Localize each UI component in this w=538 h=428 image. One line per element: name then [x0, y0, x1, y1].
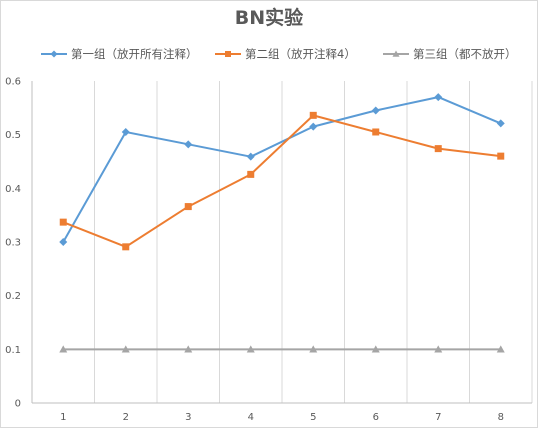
- series-line: [62, 114, 501, 248]
- legend-item-1: 第一组（放开所有注释）: [41, 47, 198, 61]
- y-tick-label: 0.6: [5, 77, 21, 88]
- x-tick-label: 3: [185, 412, 191, 423]
- legend: 第一组（放开所有注释） 第二组（放开注释4） 第三组（都不放开）: [41, 47, 517, 61]
- data-point-square: [184, 203, 192, 211]
- x-tick-label: 1: [60, 412, 66, 423]
- data-point-triangle: [371, 345, 380, 353]
- data-point-diamond: [246, 152, 255, 161]
- y-axis-ticks: 0 0.1 0.2 0.3 0.4 0.5 0.6: [5, 77, 21, 410]
- data-point-square: [372, 128, 380, 136]
- data-point-diamond: [309, 122, 318, 131]
- x-tick-label: 6: [373, 412, 379, 423]
- data-point-triangle: [246, 345, 255, 353]
- legend-label: 第一组（放开所有注释）: [71, 47, 198, 61]
- data-point-diamond: [184, 140, 193, 149]
- series-3: [59, 345, 505, 353]
- y-tick-label: 0.3: [5, 238, 21, 249]
- axes: [31, 81, 532, 404]
- data-point-triangle: [59, 345, 68, 353]
- x-tick-label: 7: [435, 412, 441, 423]
- legend-item-2: 第二组（放开注释4）: [215, 47, 356, 61]
- data-point-triangle: [184, 345, 193, 353]
- data-point-diamond: [121, 127, 130, 136]
- x-tick-label: 2: [123, 412, 129, 423]
- y-tick-label: 0.5: [5, 130, 21, 141]
- data-point-diamond: [50, 50, 58, 58]
- legend-label: 第三组（都不放开）: [413, 47, 517, 61]
- x-tick-label: 4: [248, 412, 254, 423]
- x-tick-label: 8: [498, 412, 504, 423]
- data-point-square: [434, 145, 442, 153]
- data-point-triangle: [309, 345, 318, 353]
- data-point-diamond: [434, 93, 443, 102]
- data-point-square: [309, 111, 317, 119]
- x-tick-label: 5: [310, 412, 316, 423]
- y-tick-label: 0: [15, 399, 21, 410]
- data-point-triangle: [121, 345, 130, 353]
- series-2: [59, 111, 505, 251]
- y-tick-label: 0.2: [5, 291, 21, 302]
- legend-item-3: 第三组（都不放开）: [383, 47, 517, 61]
- data-point-square: [122, 243, 130, 251]
- chart-title: BN实验: [235, 6, 304, 29]
- data-point-triangle: [392, 50, 400, 57]
- data-point-triangle: [434, 345, 443, 353]
- data-point-square: [497, 152, 505, 160]
- data-point-diamond: [496, 119, 505, 128]
- y-tick-label: 0.1: [5, 345, 21, 356]
- gridlines: [94, 81, 533, 403]
- x-axis-ticks: 1 2 3 4 5 6 7 8: [60, 412, 504, 423]
- legend-label: 第二组（放开注释4）: [245, 47, 356, 61]
- series-layer: [59, 93, 505, 353]
- series-line: [62, 96, 502, 243]
- data-point-square: [59, 218, 67, 226]
- y-tick-label: 0.4: [5, 184, 21, 195]
- data-point-triangle: [496, 345, 505, 353]
- data-point-diamond: [59, 238, 68, 246]
- data-point-diamond: [371, 106, 380, 115]
- data-point-square: [247, 170, 255, 178]
- series-1: [59, 93, 505, 246]
- data-point-square: [225, 51, 231, 57]
